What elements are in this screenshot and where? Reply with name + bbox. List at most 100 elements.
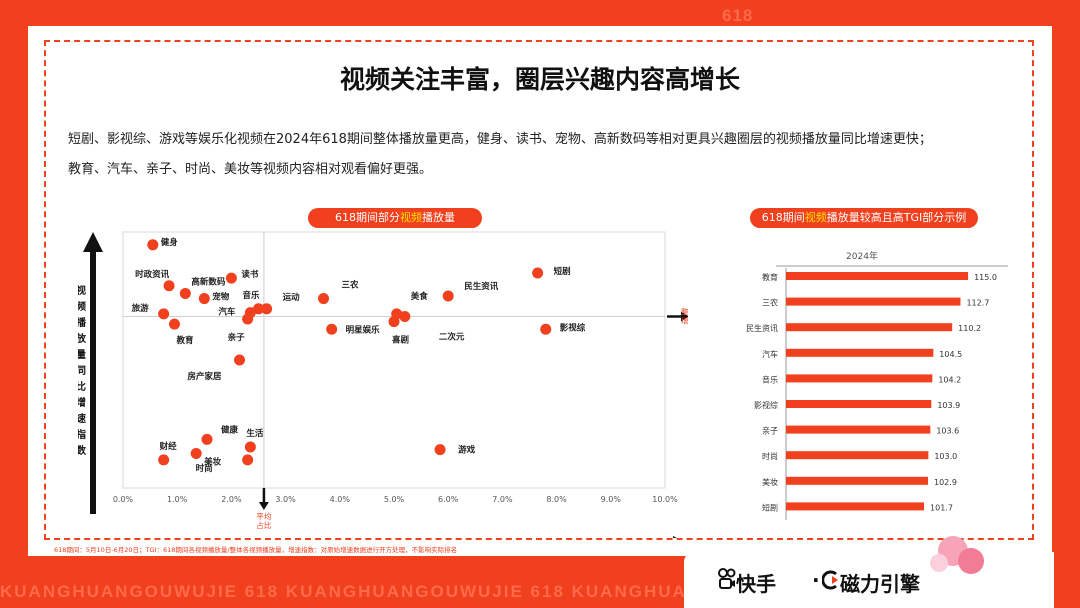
x-axis-arrowhead [673, 536, 677, 538]
bar-category-label: 美妆 [762, 477, 778, 487]
y-axis-label-char: 增 [78, 396, 86, 409]
bar [786, 451, 929, 460]
decorative-flower [930, 554, 948, 572]
scatter-point-label: 教育 [175, 335, 194, 346]
bar-category-label: 音乐 [762, 374, 778, 384]
bar-value-label: 103.0 [934, 452, 957, 461]
intro-line-2: 教育、汽车、亲子、时尚、美妆等视频内容相对观看偏好更强。 [68, 162, 433, 177]
scatter-point [198, 293, 210, 305]
scatter-point-label: 影视综 [560, 322, 586, 333]
y-axis-arrowhead [83, 232, 103, 252]
y-axis-label-char: 频 [78, 300, 86, 313]
bar [786, 297, 961, 306]
scatter-title-prefix: 618期间部分 [335, 211, 400, 224]
scatter-point-label: 游戏 [458, 445, 476, 456]
x-tick-label: 5.0% [384, 495, 405, 504]
scatter-point [442, 290, 454, 302]
bar-value-label: 112.7 [966, 299, 989, 308]
kuaishou-logo-text: 快手 [736, 572, 776, 596]
bar-title-highlight: 视频 [804, 211, 827, 224]
bar [786, 400, 932, 408]
logo-bar: 快手 · 磁力引擎 [684, 552, 1054, 608]
x-tick-label: 2.0% [221, 495, 242, 504]
scatter-point-label: 喜剧 [392, 335, 409, 346]
y-axis-label-char: 数 [78, 444, 87, 457]
scatter-point-label: 高新数码 [191, 276, 226, 287]
scatter-title-suffix: 播放量 [422, 211, 455, 224]
bar-category-label: 亲子 [762, 426, 778, 436]
cili-logo-text: 磁力引擎 [840, 572, 920, 596]
y-axis-label-char: 指 [78, 428, 86, 441]
bar-value-label: 103.9 [937, 401, 960, 410]
scatter-point-label: 美妆 [204, 456, 222, 467]
scatter-point-label: 二次元 [439, 331, 465, 342]
y-axis-label-char: 同 [78, 365, 86, 377]
bar [786, 502, 925, 511]
bar [786, 374, 933, 383]
bar-category-label: 民生资讯 [746, 323, 778, 333]
scatter-point [158, 454, 170, 466]
overall-growth-label: 整体 [681, 306, 688, 316]
scatter-point-label: 短剧 [554, 266, 571, 277]
average-share-arrowhead [258, 502, 269, 510]
page-title: 视频关注丰富，圈层兴趣内容高增长 [339, 65, 740, 94]
bar-title-suffix: 播放量较高且高TGI部分示例 [826, 211, 967, 224]
bar [786, 323, 953, 332]
scatter-point [225, 272, 237, 284]
bar-category-label: 汽车 [762, 349, 778, 359]
intro-line-1: 短剧、影视综、游戏等娱乐化视频在2024年618期间整体播放量更高，健身、读书、… [68, 132, 932, 147]
bar-category-label: 教育 [762, 272, 778, 282]
scatter-point [168, 318, 180, 330]
bar-value-label: 104.5 [939, 350, 962, 359]
logo-separator: · [812, 568, 820, 592]
scatter-point-label: 健身 [161, 237, 179, 248]
scatter-point [163, 280, 175, 292]
scatter-point-label: 明星娱乐 [346, 324, 381, 335]
scatter-chart-title: 618期间部分视频播放量 [308, 208, 482, 228]
y-axis-label-char: 速 [78, 412, 86, 425]
overall-growth-arrowhead [681, 311, 688, 322]
scatter-point [190, 447, 202, 459]
scatter-point [434, 444, 446, 456]
bar-category-label: 短剧 [762, 502, 778, 512]
scatter-point [326, 323, 338, 335]
plot-frame [122, 231, 666, 489]
overall-growth-label: 增速 [681, 315, 688, 325]
bar [786, 348, 934, 357]
bar-category-label: 三农 [762, 298, 778, 308]
y-axis-label-char: 视 [78, 284, 86, 297]
scatter-point [242, 454, 254, 466]
bar-value-label: 115.0 [974, 273, 997, 282]
y-axis-label-char: 播 [78, 316, 87, 329]
scatter-point [147, 239, 159, 251]
bar-value-label: 110.2 [958, 324, 981, 333]
x-tick-label: 6.0% [438, 495, 459, 504]
bar [786, 272, 969, 280]
scatter-point [244, 441, 256, 453]
scatter-point-label: 音乐 [243, 290, 261, 301]
scatter-point-label: 亲子 [228, 332, 246, 343]
background-band-text: KUANGHUANGOUWUJIE 618 KUANGHUANGOUWUJIE … [0, 582, 851, 601]
scatter-point [201, 433, 213, 445]
scatter-point [540, 323, 552, 335]
scatter-point [158, 308, 170, 320]
background-618-text: 618 [722, 6, 754, 25]
scatter-point-label: 读书 [241, 269, 259, 280]
bar-value-label: 101.7 [930, 503, 953, 512]
bar-value-label: 103.6 [936, 427, 959, 436]
bar-series-label: 2024年 [846, 250, 878, 262]
scatter-point-label: 汽车 [218, 307, 236, 318]
kuaishou-logo-icon [718, 568, 736, 589]
scatter-point-label: 三农 [342, 280, 360, 291]
scatter-title-highlight: 视频 [400, 211, 422, 224]
x-tick-label: 1.0% [167, 495, 188, 504]
scatter-point [179, 287, 191, 299]
bar-value-label: 102.9 [934, 478, 957, 487]
card-dashed-border [44, 40, 1034, 540]
scatter-point [234, 354, 246, 366]
scatter-point-label: 美食 [411, 291, 429, 302]
bar-chart-title: 618期间视频播放量较高且高TGI部分示例 [750, 208, 978, 228]
x-tick-label: 4.0% [330, 495, 351, 504]
